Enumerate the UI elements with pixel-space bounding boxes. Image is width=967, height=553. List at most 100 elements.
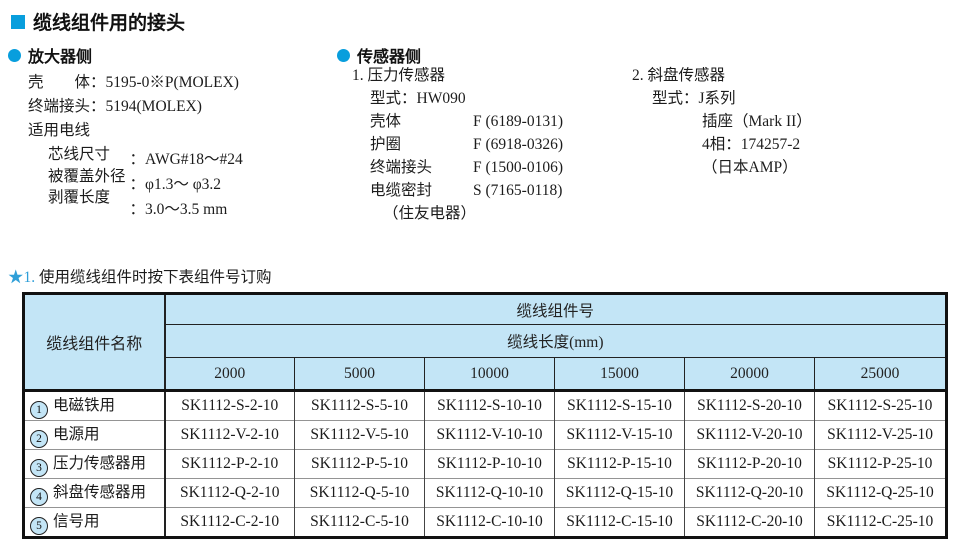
sensor-heading: 传感器侧 — [337, 43, 421, 67]
row-name-cell: 3 压力传感器用 — [23, 449, 166, 479]
amplifier-body: 壳 体：5195-0※P(MOLEX) 终端接头：5194(MOLEX) 适用电… — [28, 71, 243, 222]
part-number-cell: SK1112-Q-20-10 — [684, 478, 815, 508]
part-label: 护圈 — [370, 136, 402, 153]
amplifier-section: 放大器侧 壳 体：5195-0※P(MOLEX) 终端接头：5194(MOLEX… — [8, 43, 243, 222]
part-number-cell: SK1112-S-2-10 — [164, 390, 295, 421]
circled-number-icon: 3 — [30, 459, 48, 477]
table-header-row-values: 2000 5000 10000 15000 20000 25000 — [24, 357, 948, 392]
order-note: ★1. 使用缆线组件时按下表组件号订购 — [8, 265, 272, 287]
terminal-line: 终端接头：5194(MOLEX) — [28, 98, 202, 115]
length-header: 2000 — [164, 357, 295, 392]
sensor-heading-text: 传感器侧 — [357, 47, 422, 66]
header-name-column: 缆线组件名称 — [23, 293, 166, 392]
part-label: 终端接头 — [370, 159, 433, 176]
pressure-parts: 壳体 F (6189-0131) 护圈 F (6918-0326) 终端接头 F… — [370, 110, 563, 202]
part-number-cell: SK1112-C-10-10 — [424, 507, 555, 538]
circled-number-icon: 5 — [30, 517, 48, 535]
pressure-sensor-block: 1. 压力传感器 型式：HW090 壳体 F (6189-0131) 护圈 F … — [352, 64, 563, 225]
part-number-cell: SK1112-V-10-10 — [424, 420, 555, 450]
table-row: 3 压力传感器用 SK1112-P-2-10 SK1112-P-5-10 SK11… — [23, 449, 948, 479]
order-note-text: 使用缆线组件时按下表组件号订购 — [35, 269, 272, 286]
part-number-cell: SK1112-Q-15-10 — [554, 478, 685, 508]
part-number-cell: SK1112-Q-5-10 — [294, 478, 425, 508]
circled-number-icon: 1 — [30, 401, 48, 419]
table-row: 2 电源用 SK1112-V-2-10 SK1112-V-5-10 SK1112-… — [23, 420, 948, 450]
row-name: 电磁铁用 — [53, 397, 116, 414]
length-header: 10000 — [424, 357, 555, 392]
row-name: 压力传感器用 — [53, 455, 147, 472]
part-number-cell: SK1112-Q-2-10 — [164, 478, 295, 508]
swash-line: 插座（Mark II） — [702, 113, 812, 130]
length-header: 5000 — [294, 357, 425, 392]
part-number-cell: SK1112-S-15-10 — [554, 390, 685, 421]
section-square-icon — [11, 15, 25, 29]
bullet-icon — [8, 48, 21, 62]
wire-spec-labels: 芯线尺寸 被覆盖外径 剥覆长度 — [48, 144, 126, 222]
part-number-cell: SK1112-V-5-10 — [294, 420, 425, 450]
wire-spec-value: ：AWG#18～#24 — [129, 151, 243, 168]
part-label: 壳体 — [370, 113, 402, 130]
row-name: 电源用 — [53, 426, 100, 443]
part-row: 终端接头 F (1500-0106) — [370, 156, 563, 179]
table-row: 5 信号用 SK1112-C-2-10 SK1112-C-5-10 SK1112-… — [23, 507, 948, 538]
part-value: F (6189-0131) — [473, 113, 563, 130]
wire-specs: 芯线尺寸 被覆盖外径 剥覆长度 ：AWG#18～#24 ：φ1.3～ φ3.2 … — [48, 144, 243, 222]
part-number-cell: SK1112-S-25-10 — [813, 390, 948, 421]
circled-number-icon: 4 — [30, 488, 48, 506]
table-row: 1 电磁铁用 SK1112-S-2-10 SK1112-S-5-10 SK1112… — [23, 390, 948, 421]
part-number-cell: SK1112-Q-25-10 — [813, 478, 948, 508]
wire-spec-label: 剥覆长度 — [48, 189, 111, 206]
part-number-cell: SK1112-S-10-10 — [424, 390, 555, 421]
row-name: 斜盘传感器用 — [53, 484, 147, 501]
part-number-cell: SK1112-C-5-10 — [294, 507, 425, 538]
length-header: 20000 — [684, 357, 815, 392]
part-number-cell: SK1112-C-15-10 — [554, 507, 685, 538]
part-number-cell: SK1112-V-15-10 — [554, 420, 685, 450]
length-header: 25000 — [813, 357, 948, 392]
table-row: 4 斜盘传感器用 SK1112-Q-2-10 SK1112-Q-5-10 SK11… — [23, 478, 948, 508]
pressure-title: 1. 压力传感器 — [352, 67, 446, 84]
part-row: 护圈 F (6918-0326) — [370, 133, 563, 156]
pressure-model: 型式：HW090 — [370, 90, 466, 107]
part-number-cell: SK1112-V-25-10 — [813, 420, 948, 450]
row-name-cell: 1 电磁铁用 — [23, 390, 166, 421]
part-number-cell: SK1112-P-2-10 — [164, 449, 295, 479]
wire-spec-value: ：φ1.3～ φ3.2 — [129, 176, 222, 193]
star-marker: ★1. — [8, 269, 36, 286]
wire-spec-label: 芯线尺寸 — [48, 146, 111, 163]
bullet-icon — [337, 48, 350, 62]
part-number-cell: SK1112-S-20-10 — [684, 390, 815, 421]
row-name: 信号用 — [53, 513, 100, 530]
length-header: 15000 — [554, 357, 685, 392]
cable-assembly-table: 缆线组件名称 缆线组件号 缆线长度(mm) 2000 5000 10000 15… — [22, 292, 949, 539]
row-name-cell: 2 电源用 — [23, 420, 166, 450]
row-name-cell: 4 斜盘传感器用 — [23, 478, 166, 508]
circled-number-icon: 2 — [30, 430, 48, 448]
swash-sensor-block: 2. 斜盘传感器 型式：J系列 插座（Mark II） 4相：174257-2 … — [632, 64, 812, 179]
page-title: 缆线组件用的接头 — [11, 8, 185, 35]
part-number-cell: SK1112-P-5-10 — [294, 449, 425, 479]
header-cable-length: 缆线长度(mm) — [163, 324, 948, 358]
part-number-cell: SK1112-V-2-10 — [164, 420, 295, 450]
wire-spec-label: 被覆盖外径 — [48, 167, 126, 185]
shell-line: 壳 体：5195-0※P(MOLEX) — [28, 74, 239, 91]
table-header-row-length: 缆线长度(mm) — [24, 324, 948, 358]
amplifier-heading: 放大器侧 — [8, 43, 243, 67]
part-value: F (1500-0106) — [473, 159, 563, 176]
swash-line: 4相：174257-2 — [702, 136, 801, 153]
row-name-cell: 5 信号用 — [23, 507, 166, 538]
page-title-text: 缆线组件用的接头 — [33, 12, 186, 34]
wire-heading: 适用电线 — [28, 122, 91, 139]
part-number-cell: SK1112-P-25-10 — [813, 449, 948, 479]
part-label: 电缆密封 — [370, 182, 433, 199]
part-number-cell: SK1112-S-5-10 — [294, 390, 425, 421]
part-value: F (6918-0326) — [473, 136, 563, 153]
part-number-cell: SK1112-V-20-10 — [684, 420, 815, 450]
pressure-maker: （住友电器） — [383, 205, 477, 222]
part-number-cell: SK1112-P-15-10 — [554, 449, 685, 479]
part-number-cell: SK1112-P-20-10 — [684, 449, 815, 479]
amplifier-heading-text: 放大器侧 — [28, 47, 93, 66]
part-number-cell: SK1112-P-10-10 — [424, 449, 555, 479]
header-part-number: 缆线组件号 — [163, 293, 948, 325]
